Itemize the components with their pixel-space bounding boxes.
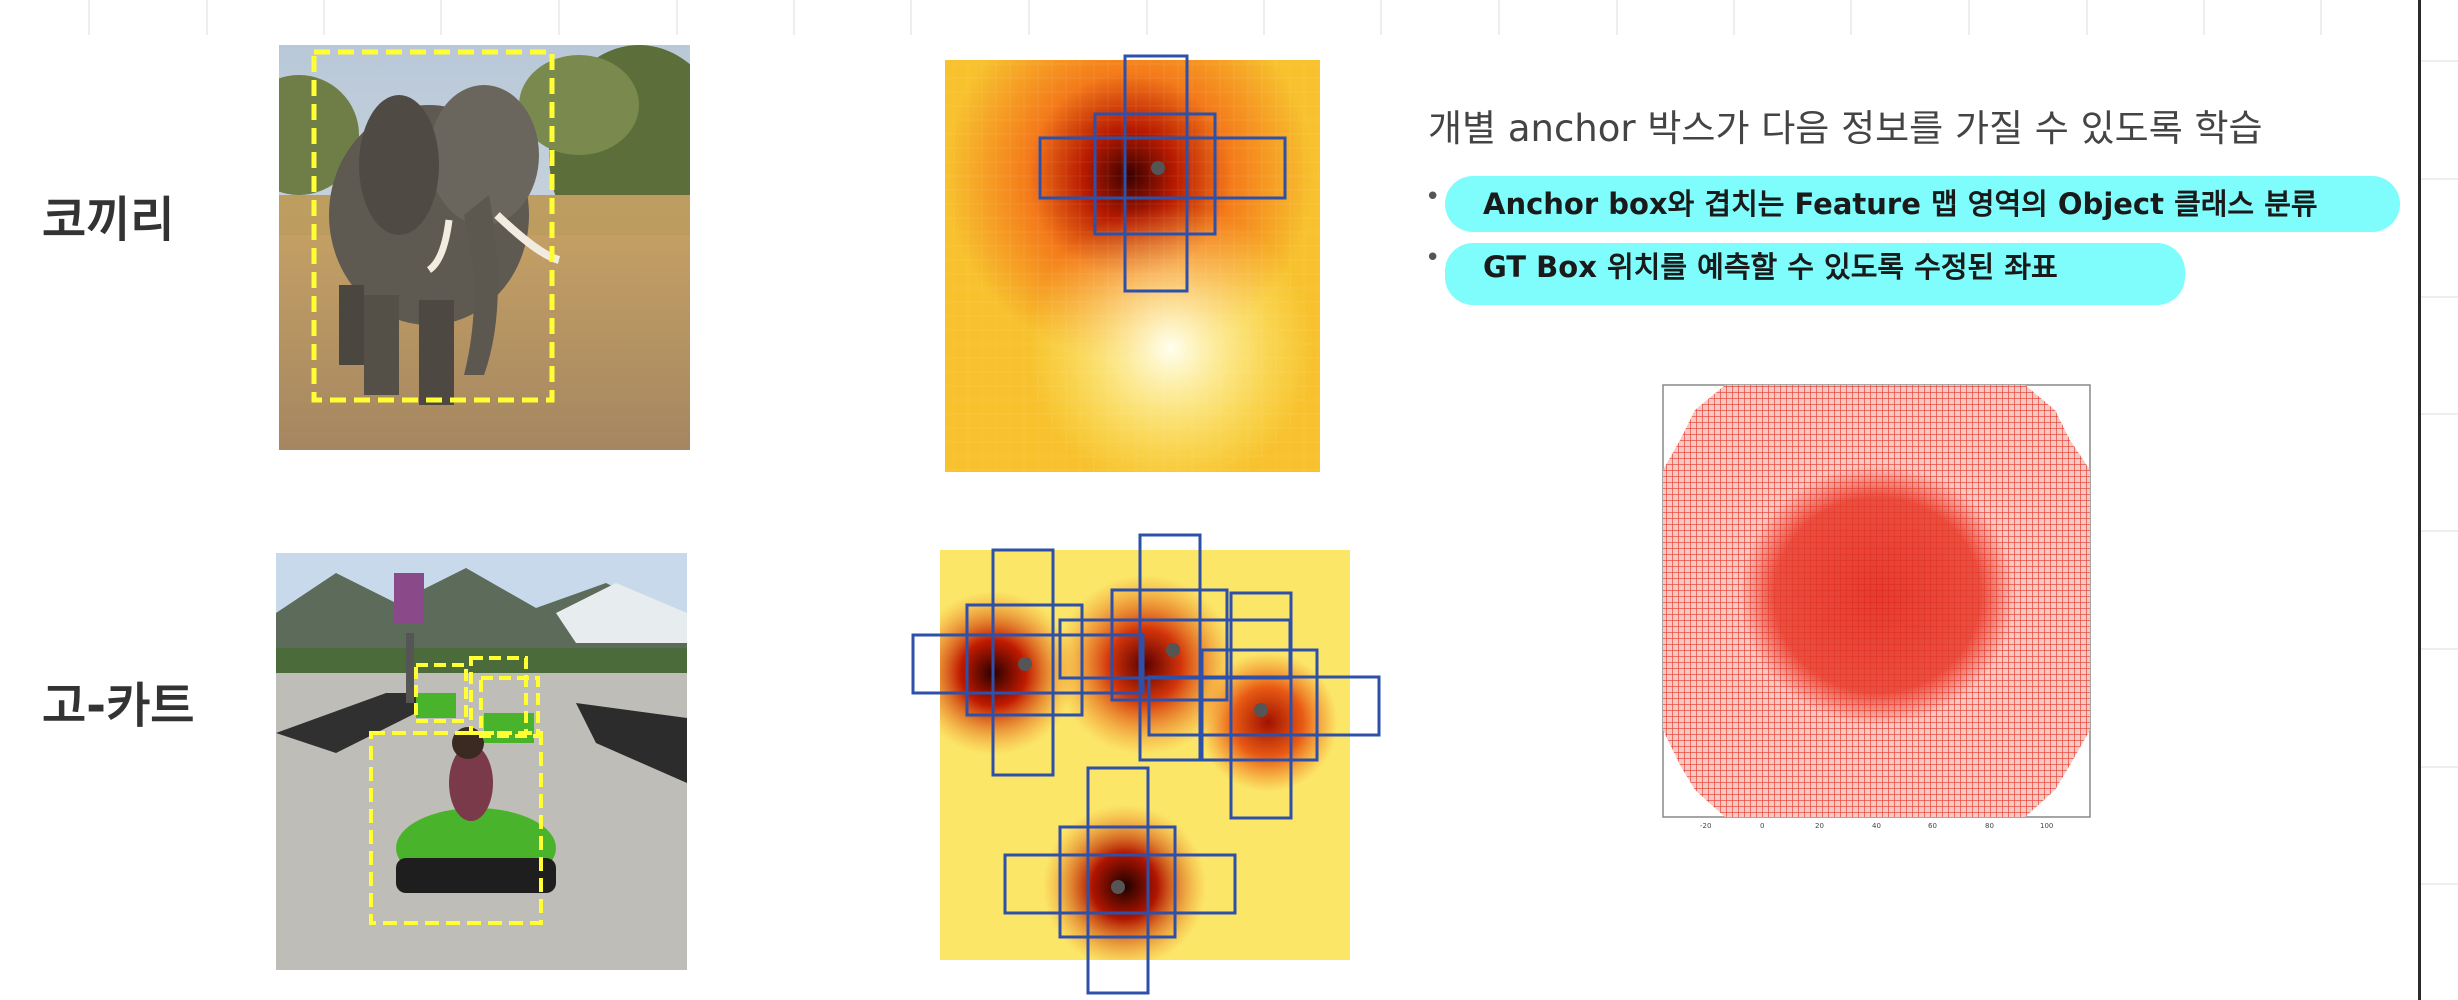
anchor-grid-plot: -20 0 20 40 60 80 100 <box>1660 380 2100 844</box>
bullet-text-2: GT Box 위치를 예측할 수 있도록 수정된 좌표 <box>1483 250 2058 284</box>
bullet-highlight-2 <box>1445 243 2185 305</box>
plot-tick-5: 80 <box>1985 822 1994 830</box>
plot-tick-2: 20 <box>1815 822 1824 830</box>
plot-x-axis: -20 0 20 40 60 80 100 <box>1700 822 2053 830</box>
bullet-highlight-1 <box>1445 176 2400 232</box>
heading: 개별 anchor 박스가 다음 정보를 가질 수 있도록 학습 <box>1428 107 2263 150</box>
bullet-dot-2: • <box>1425 243 1441 273</box>
feature-heatmap-go-kart <box>940 545 1360 969</box>
plot-tick-4: 60 <box>1928 822 1937 830</box>
plot-tick-3: 40 <box>1872 822 1881 830</box>
bullet-dot-1: • <box>1425 182 1441 212</box>
plot-tick-6: 100 <box>2040 822 2053 830</box>
slide-right-edge <box>2418 0 2421 1000</box>
feature-heatmap-elephant <box>940 50 1355 484</box>
row-label-elephant: 코끼리 <box>42 192 175 248</box>
plot-tick-1: 0 <box>1760 822 1764 830</box>
anchor-boxes-go-kart <box>911 533 1381 995</box>
go-kart-photo <box>276 553 687 970</box>
elephant-photo <box>279 45 690 450</box>
row-label-go-kart: 고-카트 <box>42 678 195 734</box>
plot-tick-0: -20 <box>1700 822 1711 830</box>
anchor-boxes-elephant <box>1038 54 1287 293</box>
bullet-text-1: Anchor box와 겹치는 Feature 맵 영역의 Object 클래스… <box>1483 187 2318 221</box>
